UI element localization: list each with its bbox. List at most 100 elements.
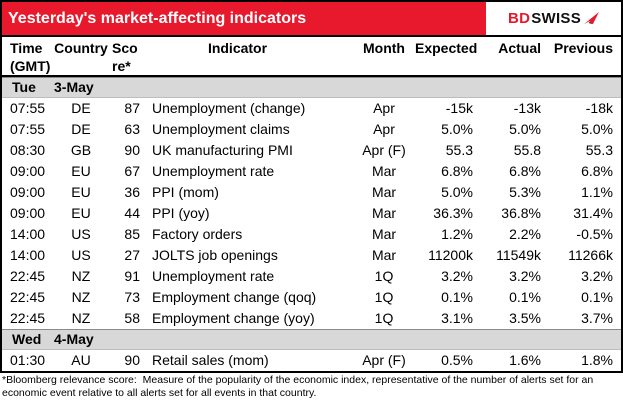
table-row: 08:30 GB 90 UK manufacturing PMI Apr (F)… [2, 140, 621, 161]
cell-previous: 55.3 [585, 142, 613, 158]
cell-expected: 0.5% [441, 352, 473, 368]
section-header-row: Tue 3-May [2, 77, 621, 98]
cell-score: 58 [124, 310, 140, 326]
cell-month: Apr [373, 100, 395, 116]
cell-time: 14:00 [10, 226, 46, 242]
cell-time: 07:55 [10, 121, 46, 137]
footnote: *Bloomberg relevance score: Measure of t… [2, 374, 597, 399]
cell-time: 22:45 [10, 289, 46, 305]
cell-previous: 3.2% [581, 268, 613, 284]
cell-time: 08:30 [10, 142, 46, 158]
cell-previous: 1.8% [581, 352, 613, 368]
cell-time: 22:45 [10, 268, 46, 284]
brand-bd: BD [507, 10, 531, 27]
cell-country: EU [71, 205, 91, 221]
cell-country: AU [71, 352, 91, 368]
cell-month: Mar [371, 184, 397, 200]
cell-country: DE [71, 121, 91, 137]
cell-previous: 31.4% [573, 205, 613, 221]
cell-actual: 3.2% [509, 268, 541, 284]
cell-expected: -15k [445, 100, 473, 116]
column-header-previous: Previous [553, 40, 613, 56]
cell-actual: 0.1% [509, 289, 541, 305]
cell-actual: 2.2% [509, 226, 541, 242]
cell-score: 36 [124, 184, 140, 200]
cell-country: EU [71, 163, 91, 179]
cell-score: 90 [124, 352, 140, 368]
column-header-indicator: Indicator [207, 40, 268, 56]
cell-indicator: Retail sales (mom) [152, 352, 269, 368]
cell-previous: 1.1% [581, 184, 613, 200]
cell-actual: 36.8% [501, 205, 541, 221]
cell-actual: 6.8% [509, 163, 541, 179]
cell-time: 07:55 [10, 100, 46, 116]
cell-previous: -0.5% [576, 226, 613, 242]
cell-score: 44 [124, 205, 140, 221]
cell-indicator: PPI (yoy) [152, 205, 210, 221]
section-day: Tue [12, 79, 36, 95]
table-row: 14:00 US 85 Factory orders Mar 1.2% 2.2%… [2, 224, 621, 245]
table-row: 09:00 EU 36 PPI (mom) Mar 5.0% 5.3% 1.1% [2, 182, 621, 203]
cell-month: Mar [371, 247, 397, 263]
cell-indicator: JOLTS job openings [152, 247, 278, 263]
bdswiss-arrow-icon [584, 12, 599, 25]
cell-actual: 1.6% [509, 352, 541, 368]
cell-month: Mar [371, 163, 397, 179]
column-header-expected: Expected [415, 40, 478, 56]
cell-score: 91 [124, 268, 140, 284]
cell-indicator: Employment change (yoy) [152, 310, 315, 326]
cell-score: 67 [124, 163, 140, 179]
cell-time: 14:00 [10, 247, 46, 263]
cell-indicator: Factory orders [152, 226, 243, 242]
cell-previous: 11266k [568, 247, 613, 263]
table-row: 01:30 AU 90 Retail sales (mom) Apr (F) 0… [2, 350, 621, 371]
cell-previous: 5.0% [581, 121, 613, 137]
cell-score: 87 [124, 100, 140, 116]
section-day: Wed [12, 331, 42, 347]
cell-month: Apr (F) [362, 142, 406, 158]
cell-time: 01:30 [10, 352, 46, 368]
cell-previous: 6.8% [581, 163, 613, 179]
cell-indicator: Unemployment (change) [152, 100, 306, 116]
cell-expected: 11200k [428, 247, 473, 263]
cell-country: NZ [71, 289, 91, 305]
cell-time: 09:00 [10, 205, 46, 221]
table-row: 09:00 EU 67 Unemployment rate Mar 6.8% 6… [2, 161, 621, 182]
cell-previous: 3.7% [581, 310, 613, 326]
cell-country: GB [70, 142, 92, 158]
cell-country: DE [71, 100, 91, 116]
cell-month: Mar [371, 226, 397, 242]
cell-actual: 3.5% [509, 310, 541, 326]
cell-actual: 5.3% [509, 184, 541, 200]
table-row: 07:55 DE 87 Unemployment (change) Apr -1… [2, 98, 621, 119]
cell-expected: 55.3 [445, 142, 473, 158]
cell-score: 27 [124, 247, 140, 263]
column-header-actual: Actual [498, 40, 541, 56]
cell-expected: 3.2% [441, 268, 473, 284]
bdswiss-logo: BD SWISS [486, 2, 621, 35]
column-header-time: Time (GMT) [10, 40, 51, 74]
page-title: Yesterday's market-affecting indicators [8, 10, 307, 27]
table-row: 14:00 US 27 JOLTS job openings Mar 11200… [2, 245, 621, 266]
cell-month: Apr [373, 121, 395, 137]
cell-previous: -18k [585, 100, 613, 116]
cell-country: NZ [71, 310, 91, 326]
cell-time: 09:00 [10, 163, 46, 179]
cell-score: 90 [124, 142, 140, 158]
table-row: 07:55 DE 63 Unemployment claims Apr 5.0%… [2, 119, 621, 140]
title-bar: Yesterday's market-affecting indicators … [2, 2, 621, 37]
cell-country: EU [71, 184, 91, 200]
table-row: 22:45 NZ 91 Unemployment rate 1Q 3.2% 3.… [2, 266, 621, 287]
cell-country: US [71, 226, 91, 242]
cell-indicator: Unemployment claims [152, 121, 290, 137]
cell-expected: 5.0% [441, 121, 473, 137]
cell-indicator: Unemployment rate [152, 268, 275, 284]
column-header-month: Month [363, 40, 405, 56]
cell-expected: 6.8% [441, 163, 473, 179]
section-date: 3-May [54, 79, 94, 95]
cell-country: NZ [71, 268, 91, 284]
cell-actual: 11549k [496, 247, 541, 263]
column-header-country: Country [54, 40, 108, 56]
cell-actual: -13k [513, 100, 541, 116]
